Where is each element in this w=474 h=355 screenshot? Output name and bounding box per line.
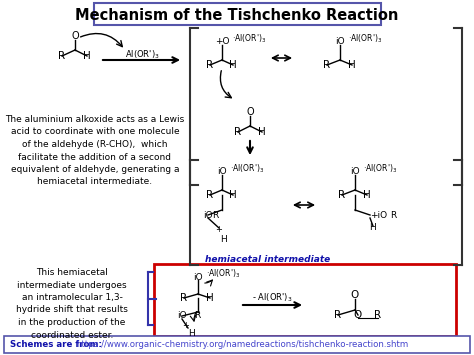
Text: R: R: [335, 310, 342, 320]
Text: O: O: [354, 310, 362, 320]
Text: O: O: [71, 31, 79, 41]
Text: R: R: [207, 60, 214, 70]
Text: ·Al(OR')$_3$: ·Al(OR')$_3$: [206, 268, 240, 280]
Text: Schemes are from:: Schemes are from:: [10, 340, 102, 349]
Text: iO: iO: [217, 168, 227, 176]
FancyBboxPatch shape: [154, 264, 456, 336]
Text: R: R: [194, 311, 200, 321]
Text: H: H: [363, 190, 371, 200]
Text: H: H: [220, 235, 228, 245]
Text: +: +: [216, 225, 222, 235]
Text: iO: iO: [203, 211, 213, 219]
Text: ·Al(OR')$_3$: ·Al(OR')$_3$: [348, 33, 382, 45]
Text: ·Al(OR')$_3$: ·Al(OR')$_3$: [232, 33, 266, 45]
Text: R: R: [323, 60, 330, 70]
FancyBboxPatch shape: [4, 336, 470, 353]
Text: This hemiacetal
intermediate undergoes
an intramolecular 1,3-
hydride shift that: This hemiacetal intermediate undergoes a…: [16, 268, 128, 339]
Text: +: +: [182, 322, 190, 331]
Text: H: H: [258, 127, 266, 137]
Text: +O: +O: [215, 38, 229, 47]
Text: H: H: [189, 328, 195, 338]
Text: R: R: [338, 190, 346, 200]
Text: O: O: [351, 290, 359, 300]
Text: H: H: [370, 224, 376, 233]
Text: R: R: [58, 51, 65, 61]
Text: +iO: +iO: [370, 211, 387, 219]
Text: Mechanism of the Tishchenko Reaction: Mechanism of the Tishchenko Reaction: [75, 7, 399, 22]
Text: Al(OR')$_3$: Al(OR')$_3$: [125, 49, 159, 61]
Text: H: H: [83, 51, 91, 61]
Text: hemiacetal intermediate: hemiacetal intermediate: [205, 256, 330, 264]
Text: H: H: [229, 190, 237, 200]
Text: ·Al(OR')$_3$: ·Al(OR')$_3$: [230, 163, 264, 175]
Text: iO: iO: [350, 168, 360, 176]
Text: iO: iO: [177, 311, 187, 321]
Text: H: H: [229, 60, 237, 70]
Text: R: R: [235, 127, 242, 137]
Text: R: R: [374, 310, 382, 320]
Text: H: H: [348, 60, 356, 70]
FancyBboxPatch shape: [94, 3, 381, 25]
Text: H: H: [206, 293, 214, 303]
Text: R: R: [181, 293, 188, 303]
Text: iO: iO: [335, 38, 345, 47]
Text: iO: iO: [193, 273, 203, 282]
Text: - Al(OR')$_3$: - Al(OR')$_3$: [252, 292, 292, 304]
Text: The aluminium alkoxide acts as a Lewis
acid to coordinate with one molecule
of t: The aluminium alkoxide acts as a Lewis a…: [5, 115, 185, 186]
Text: ·Al(OR')$_3$: ·Al(OR')$_3$: [363, 163, 397, 175]
Text: R: R: [390, 211, 396, 219]
Text: R: R: [212, 211, 218, 219]
Text: R: R: [207, 190, 214, 200]
Text: O: O: [246, 107, 254, 117]
Text: https://www.organic-chemistry.org/namedreactions/tishchenko-reaction.shtm: https://www.organic-chemistry.org/namedr…: [76, 340, 408, 349]
